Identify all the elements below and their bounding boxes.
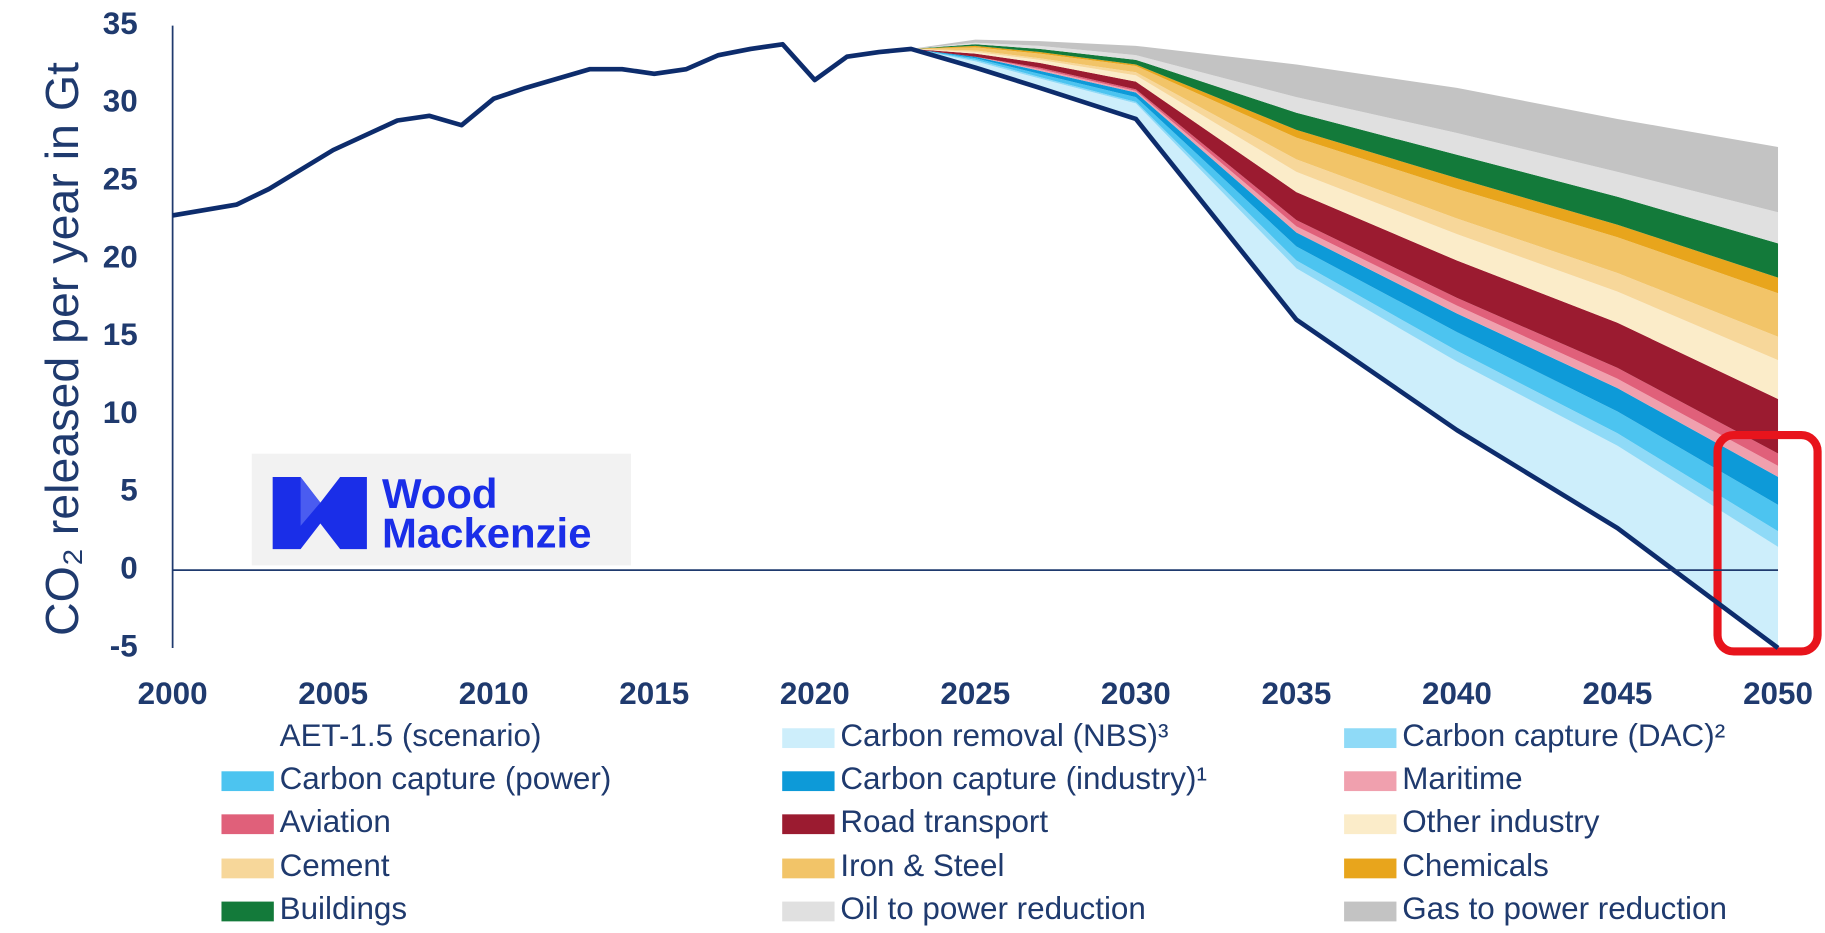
y-tick-label: 15	[103, 317, 138, 352]
legend-label: Oil to power reduction	[840, 891, 1146, 926]
legend-swatch	[221, 902, 273, 922]
legend-swatch	[782, 859, 834, 879]
y-tick-label: 25	[103, 161, 138, 196]
legend-swatch	[1344, 902, 1396, 922]
chart: CO₂ released per year in Gt Wood Mackenz…	[0, 0, 1825, 933]
legend-swatch	[1344, 859, 1396, 879]
legend-swatch	[1344, 814, 1396, 834]
y-tick-label: 35	[103, 6, 138, 41]
legend-swatch	[221, 771, 273, 791]
x-tick-label: 2045	[1583, 676, 1653, 711]
legend-swatch	[221, 814, 273, 834]
legend-label: Carbon capture (DAC)²	[1402, 718, 1725, 753]
legend-label: Cement	[280, 848, 390, 883]
x-tick-label: 2040	[1422, 676, 1492, 711]
x-tick-label: 2025	[940, 676, 1010, 711]
legend-swatch	[1344, 771, 1396, 791]
legend-label: Carbon capture (industry)¹	[840, 761, 1207, 796]
x-tick-label: 2005	[298, 676, 368, 711]
legend-label: Chemicals	[1402, 848, 1549, 883]
legend-label: Iron & Steel	[840, 848, 1004, 883]
page: CO₂ released per year in Gt Wood Mackenz…	[0, 0, 1825, 933]
legend-swatch	[782, 728, 834, 748]
legend-swatch	[221, 859, 273, 879]
y-tick-label: 30	[103, 84, 138, 119]
legend-label: Buildings	[280, 891, 407, 926]
y-tick-label: -5	[110, 628, 138, 663]
x-tick-label: 2000	[138, 676, 208, 711]
legend-label: Road transport	[840, 804, 1048, 839]
legend-label: Carbon removal (NBS)³	[840, 718, 1168, 753]
legend-swatch	[782, 902, 834, 922]
legend-swatch	[782, 771, 834, 791]
y-tick-label: 20	[103, 239, 138, 274]
legend-label: Maritime	[1402, 761, 1522, 796]
logo-text: Mackenzie	[382, 509, 591, 556]
legend-label: Carbon capture (power)	[280, 761, 612, 796]
x-tick-label: 2030	[1101, 676, 1171, 711]
logo: Wood Mackenzie	[252, 454, 631, 566]
x-tick-label: 2050	[1743, 676, 1813, 711]
legend-label: Aviation	[280, 804, 391, 839]
legend-label: AET-1.5 (scenario)	[280, 718, 542, 753]
legend-label: Gas to power reduction	[1402, 891, 1727, 926]
legend-label: Other industry	[1402, 804, 1600, 839]
legend-swatch	[782, 814, 834, 834]
x-tick-label: 2010	[459, 676, 529, 711]
x-tick-label: 2020	[780, 676, 850, 711]
y-tick-label: 0	[120, 550, 137, 585]
legend-swatch	[1344, 728, 1396, 748]
x-tick-label: 2015	[619, 676, 689, 711]
x-tick-label: 2035	[1261, 676, 1331, 711]
y-tick-label: 5	[120, 473, 137, 508]
y-axis-label: CO₂ released per year in Gt	[36, 62, 88, 636]
y-tick-label: 10	[103, 395, 138, 430]
